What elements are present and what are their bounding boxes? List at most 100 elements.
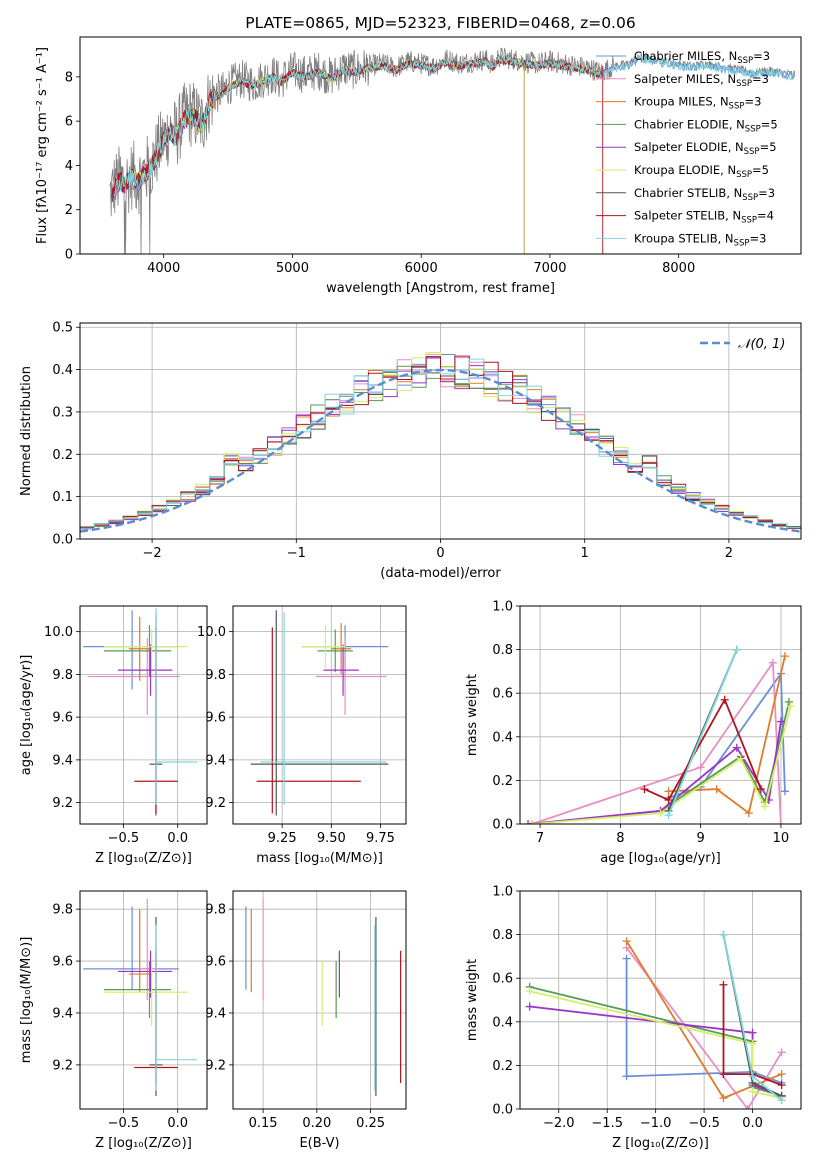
y-tick-label: 4 (65, 159, 73, 174)
weight-point-marker (776, 717, 785, 726)
weight-series-line (625, 947, 783, 1109)
legend-label: Kroupa MILES, NSSP=3 (634, 95, 761, 112)
y-tick-label: 0.1 (52, 490, 73, 505)
weight-point-marker (777, 1048, 786, 1057)
weight-point-marker (712, 785, 721, 794)
y-tick-label: 0.0 (52, 533, 73, 548)
x-tick-label: 8000 (662, 261, 695, 276)
weight-point-marker (760, 802, 769, 811)
x-tick-label: −2.0 (543, 1116, 575, 1131)
legend-label: Kroupa STELIB, NSSP=3 (634, 231, 766, 248)
x-tick-label: −0.5 (108, 1116, 140, 1131)
weight-point-marker (776, 820, 785, 824)
x-tick-label: 0.0 (742, 1116, 763, 1131)
y-tick-label: 0.6 (492, 687, 513, 702)
y-tick-label: 10.0 (44, 625, 73, 640)
x-tick-label: −0.5 (108, 831, 140, 846)
y-tick-label: 8 (65, 70, 73, 85)
gaussian-reference-curve (80, 368, 801, 533)
weight-point-marker (748, 1072, 757, 1081)
y-tick-label: 0.4 (492, 1015, 513, 1030)
axes-frame (79, 890, 208, 1110)
axes-frame (519, 890, 802, 1110)
mass-vs-Z-panel: −0.5 0.0 9.2 9.4 9.6 9.8 Z [log₁₀(Z/Z⊙)] mass [… (19, 890, 208, 1151)
y-tick-label: 9.8 (205, 903, 226, 918)
y-tick-label: 9.4 (205, 753, 226, 768)
legend-label-subscript: SSP (741, 216, 757, 226)
x-tick-label: 7000 (533, 261, 566, 276)
weight-point-marker (696, 763, 705, 772)
x-tick-label: 0.20 (302, 1116, 331, 1131)
x-tick-label: −1 (287, 546, 306, 561)
x-tick-label: 2 (725, 546, 733, 561)
y-tick-label: 9.2 (205, 1058, 226, 1073)
x-tick-label: 8 (616, 831, 624, 846)
weight-point-marker (622, 954, 631, 963)
weight-point-marker (528, 820, 537, 824)
weight-point-marker (777, 1096, 786, 1105)
weight-point-marker (720, 695, 729, 704)
y-tick-label: 9.2 (52, 1058, 73, 1073)
residuals-plot-area (80, 352, 801, 533)
y-tick-label: 6 (65, 115, 73, 130)
y-tick-label: 9.8 (52, 903, 73, 918)
weight-point-marker (525, 1002, 534, 1011)
x-tick-label: 10 (773, 831, 790, 846)
weight-point-marker (719, 1070, 728, 1079)
weight-point-marker (664, 787, 673, 796)
y-axis-label: age [log₁₀(age/yr)] (19, 655, 34, 776)
legend-label-text: Chabrier MILES, N (634, 49, 737, 63)
x-tick-label: −1.0 (640, 1116, 672, 1131)
y-tick-label: 9.6 (205, 955, 226, 970)
age-vs-Z-panel: −0.5 0.0 9.2 9.4 9.6 9.8 10.0 Z [log₁₀(Z/Z⊙)] ag… (19, 605, 208, 866)
x-tick-label: 0.15 (249, 1116, 278, 1131)
spectrum-plot-area (109, 47, 796, 254)
errorbar-plot-area (250, 610, 389, 816)
y-tick-label: 0.0 (492, 1103, 513, 1118)
weight-point-marker (736, 754, 745, 763)
x-axis-label: Z [log₁₀(Z/Z⊙)] (95, 851, 192, 866)
legend-label-text: Salpeter ELODIE, N (634, 140, 744, 154)
y-tick-label: 0.2 (52, 448, 73, 463)
weight-point-marker (664, 811, 673, 820)
y-tick-label: 9.6 (52, 955, 73, 970)
weight-point-marker (525, 987, 534, 996)
y-tick-label: 0.4 (492, 730, 513, 745)
y-tick-label: 0.2 (492, 1059, 513, 1074)
weight-point-marker (786, 702, 795, 711)
weight-series-line (668, 670, 786, 799)
legend-label-tail: =3 (744, 95, 761, 109)
y-tick-label: 9.2 (205, 796, 226, 811)
y-tick-label: 0.5 (52, 321, 73, 336)
legend-label-subscript: SSP (742, 193, 758, 203)
y-tick-label: 1.0 (492, 885, 513, 900)
y-tick-label: 9.8 (205, 668, 226, 683)
weight-point-marker (664, 796, 673, 805)
axes-frame (79, 605, 208, 825)
weight-point-marker (524, 820, 533, 824)
y-tick-label: 0.8 (492, 643, 513, 658)
x-tick-label: 9.25 (268, 831, 297, 846)
x-axis-label: Z [log₁₀(Z/Z⊙)] (95, 1136, 192, 1151)
y-tick-label: 0.0 (492, 818, 513, 833)
x-axis-label: mass [log₁₀(M/M⊙)] (256, 851, 383, 866)
legend-label-subscript: SSP (734, 238, 750, 248)
y-tick-label: 0.2 (492, 774, 513, 789)
x-tick-label: 4000 (147, 261, 180, 276)
y-axis-label: mass weight (465, 674, 480, 756)
chart-title: PLATE=0865, MJD=52323, FIBERID=0468, z=0… (245, 14, 635, 32)
legend-label-text: Chabrier ELODIE, N (634, 117, 745, 131)
mass-vs-ebv-panel: 0.15 0.20 0.25 9.2 9.4 9.6 9.8 E(B-V) (205, 890, 407, 1151)
legend-label: Chabrier ELODIE, NSSP=5 (634, 117, 778, 134)
legend-label: Chabrier STELIB, NSSP=3 (634, 186, 775, 203)
legend-label-tail: =3 (749, 231, 766, 245)
legend-label: Kroupa ELODIE, NSSP=5 (634, 163, 769, 180)
weight-point-marker (777, 1081, 786, 1090)
weight-plot-area (524, 645, 795, 824)
weight-point-marker (780, 787, 789, 796)
y-tick-label: 10.0 (197, 625, 226, 640)
legend-label-tail: =5 (761, 117, 778, 131)
